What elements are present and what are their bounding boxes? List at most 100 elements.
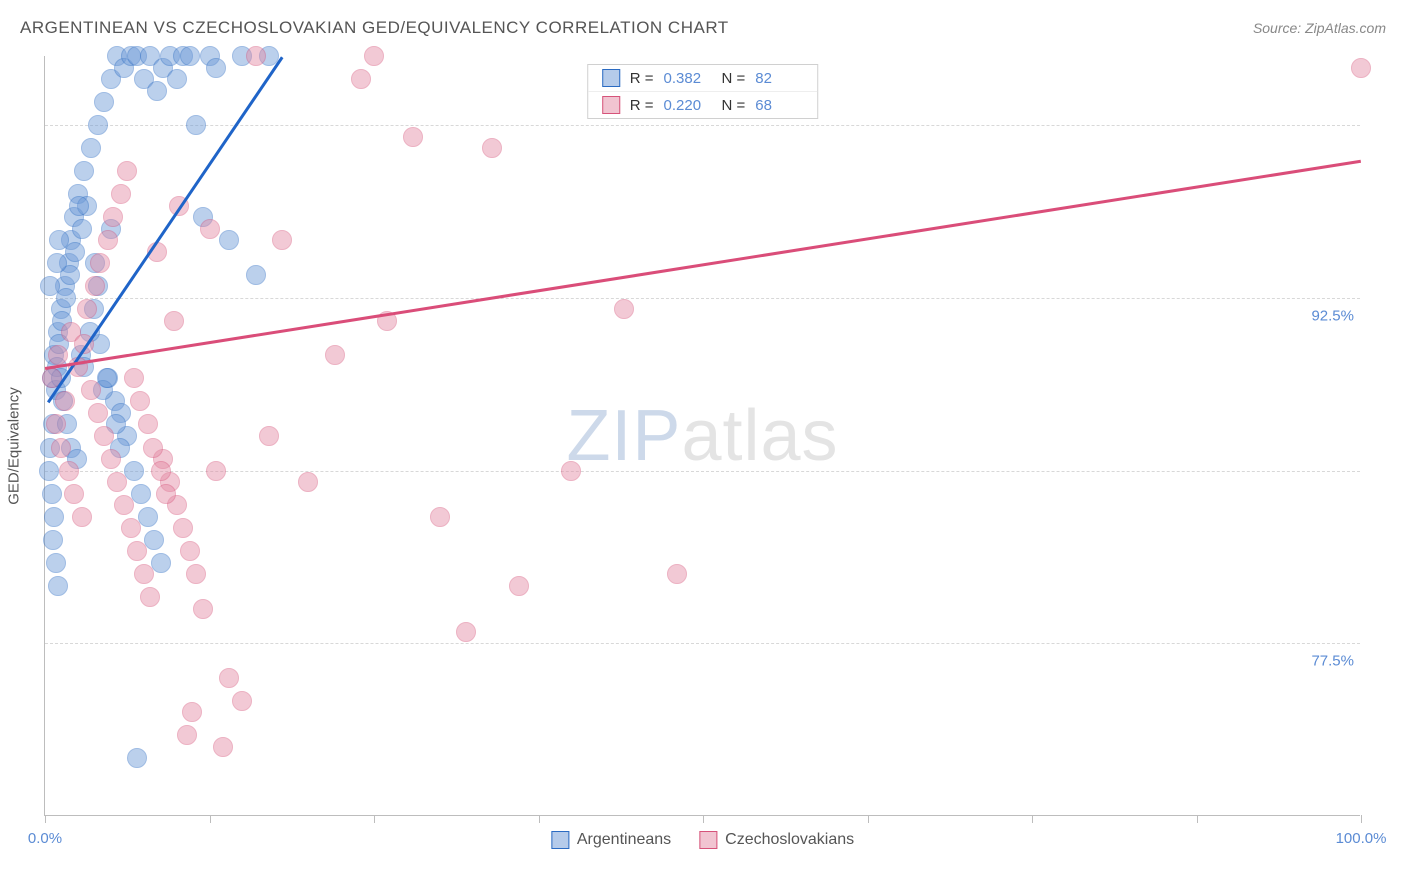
- grid-line: [45, 298, 1360, 299]
- stat-r-label: R =: [630, 97, 654, 114]
- x-tick: [45, 815, 46, 823]
- x-tick: [539, 815, 540, 823]
- legend-swatch: [699, 831, 717, 849]
- legend-stats-row: R =0.220N =68: [588, 91, 818, 118]
- scatter-point: [72, 219, 92, 239]
- x-tick: [374, 815, 375, 823]
- scatter-point: [351, 69, 371, 89]
- scatter-point: [147, 81, 167, 101]
- stat-n-label: N =: [722, 70, 746, 87]
- scatter-point: [81, 138, 101, 158]
- scatter-point: [213, 737, 233, 757]
- scatter-point: [121, 518, 141, 538]
- scatter-point: [182, 702, 202, 722]
- chart-title: ARGENTINEAN VS CZECHOSLOVAKIAN GED/EQUIV…: [20, 18, 729, 38]
- x-tick: [210, 815, 211, 823]
- scatter-point: [81, 380, 101, 400]
- trend-line: [45, 160, 1361, 370]
- scatter-point: [456, 622, 476, 642]
- scatter-point: [298, 472, 318, 492]
- scatter-point: [127, 541, 147, 561]
- scatter-point: [206, 461, 226, 481]
- grid-line: [45, 471, 1360, 472]
- scatter-point: [219, 668, 239, 688]
- legend-label: Czechoslovakians: [725, 831, 854, 849]
- scatter-point: [403, 127, 423, 147]
- legend-swatch: [602, 96, 620, 114]
- scatter-point: [246, 265, 266, 285]
- legend-label: Argentineans: [577, 831, 671, 849]
- scatter-point: [124, 368, 144, 388]
- legend-swatch: [551, 831, 569, 849]
- scatter-point: [143, 438, 163, 458]
- scatter-point: [482, 138, 502, 158]
- scatter-point: [40, 276, 60, 296]
- x-tick: [703, 815, 704, 823]
- x-tick-label: 0.0%: [28, 830, 62, 847]
- stat-r-value: 0.382: [664, 70, 712, 87]
- watermark-atlas: atlas: [681, 396, 838, 476]
- x-tick: [868, 815, 869, 823]
- scatter-point: [180, 46, 200, 66]
- scatter-point: [156, 484, 176, 504]
- scatter-point: [561, 461, 581, 481]
- legend-item: Argentineans: [551, 831, 671, 849]
- y-axis-title: GED/Equivalency: [6, 387, 23, 505]
- scatter-point: [72, 507, 92, 527]
- scatter-point: [44, 507, 64, 527]
- stat-n-value: 68: [755, 97, 803, 114]
- scatter-point: [186, 564, 206, 584]
- scatter-point: [272, 230, 292, 250]
- chart-header: ARGENTINEAN VS CZECHOSLOVAKIAN GED/EQUIV…: [20, 18, 1386, 38]
- plot-area: ZIPatlas R =0.382N =82R =0.220N =68 Arge…: [44, 56, 1360, 816]
- scatter-point: [1351, 58, 1371, 78]
- scatter-point: [42, 484, 62, 504]
- series-legend: Argentineans Czechoslovakians: [551, 831, 854, 849]
- scatter-point: [138, 414, 158, 434]
- scatter-point: [111, 184, 131, 204]
- scatter-point: [124, 461, 144, 481]
- scatter-point: [144, 530, 164, 550]
- legend-stats-row: R =0.382N =82: [588, 65, 818, 91]
- scatter-point: [69, 196, 89, 216]
- scatter-point: [138, 507, 158, 527]
- scatter-point: [127, 748, 147, 768]
- scatter-point: [232, 691, 252, 711]
- scatter-point: [46, 553, 66, 573]
- scatter-point: [103, 207, 123, 227]
- correlation-legend: R =0.382N =82R =0.220N =68: [587, 64, 819, 119]
- scatter-point: [64, 484, 84, 504]
- scatter-point: [43, 530, 63, 550]
- scatter-point: [90, 253, 110, 273]
- scatter-point: [667, 564, 687, 584]
- scatter-point: [325, 345, 345, 365]
- watermark-zip: ZIP: [566, 396, 681, 476]
- x-tick: [1197, 815, 1198, 823]
- y-tick-label: 92.5%: [1311, 307, 1354, 324]
- grid-line: [45, 125, 1360, 126]
- scatter-point: [107, 472, 127, 492]
- scatter-point: [74, 161, 94, 181]
- scatter-point: [219, 230, 239, 250]
- scatter-point: [46, 414, 66, 434]
- scatter-point: [117, 161, 137, 181]
- scatter-point: [77, 299, 97, 319]
- legend-swatch: [602, 69, 620, 87]
- scatter-point: [51, 438, 71, 458]
- scatter-point: [88, 403, 108, 423]
- stat-n-label: N =: [722, 97, 746, 114]
- scatter-point: [101, 449, 121, 469]
- scatter-point: [47, 253, 67, 273]
- x-tick: [1032, 815, 1033, 823]
- scatter-point: [98, 230, 118, 250]
- scatter-point: [186, 115, 206, 135]
- scatter-point: [193, 599, 213, 619]
- x-tick: [1361, 815, 1362, 823]
- scatter-point: [200, 219, 220, 239]
- scatter-point: [614, 299, 634, 319]
- scatter-point: [364, 46, 384, 66]
- watermark: ZIPatlas: [566, 395, 838, 477]
- scatter-point: [177, 725, 197, 745]
- scatter-point: [509, 576, 529, 596]
- scatter-point: [134, 564, 154, 584]
